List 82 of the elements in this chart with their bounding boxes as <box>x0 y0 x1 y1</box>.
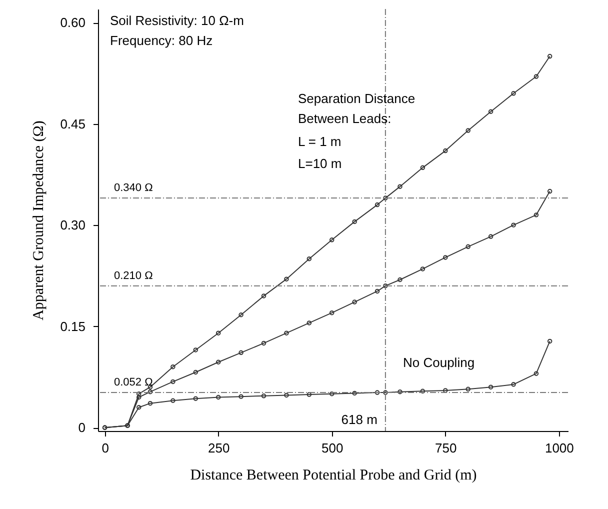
annotation: L=10 m <box>298 156 342 171</box>
x-axis-title: Distance Between Potential Probe and Grid (m) <box>190 468 477 484</box>
point <box>148 389 153 394</box>
point <box>374 390 380 395</box>
point <box>511 222 516 228</box>
ref-line-label: 618 m <box>341 412 378 427</box>
point <box>170 398 176 403</box>
y-tick-label: 0.45 <box>60 116 86 132</box>
point <box>443 255 448 260</box>
point <box>466 244 470 250</box>
ref-line-label: 0.340 Ω <box>114 182 153 194</box>
x-tick-label: 500 <box>322 440 344 456</box>
point <box>306 256 312 262</box>
point <box>466 128 470 133</box>
point <box>284 330 289 336</box>
point <box>352 390 357 396</box>
point <box>420 266 426 272</box>
point <box>398 277 402 282</box>
point <box>148 400 153 406</box>
point <box>136 391 142 396</box>
point <box>534 371 539 376</box>
point <box>216 330 221 336</box>
point <box>374 202 380 208</box>
point <box>216 360 221 364</box>
point <box>306 320 312 326</box>
point <box>193 370 198 375</box>
point <box>136 394 142 400</box>
x-tick-label: 750 <box>435 440 457 456</box>
point <box>443 148 448 154</box>
point <box>443 388 448 393</box>
y-tick-label: 0.30 <box>60 218 86 233</box>
point <box>466 386 470 392</box>
point <box>488 384 494 390</box>
point <box>488 234 494 239</box>
point <box>420 388 426 394</box>
x-tick-label: 1000 <box>544 440 574 456</box>
point <box>352 300 357 304</box>
point <box>261 394 266 398</box>
annotation: Between Leads: <box>298 111 392 126</box>
y-axis-title: Apparent Ground Impedance (Ω) <box>31 120 48 320</box>
point <box>488 109 494 114</box>
point <box>398 389 402 394</box>
point <box>238 394 244 399</box>
point <box>383 196 388 200</box>
point <box>534 212 539 218</box>
point <box>374 288 380 294</box>
point <box>383 390 388 395</box>
point <box>238 312 244 318</box>
point <box>329 238 334 242</box>
point <box>511 91 516 96</box>
point <box>284 392 289 398</box>
ref-line-label: 0.210 Ω <box>114 270 153 282</box>
annotation: Soil Resistivity: 10 Ω-m <box>110 13 244 28</box>
point <box>352 219 357 224</box>
x-tick-label: 250 <box>208 440 230 456</box>
point <box>383 283 388 288</box>
y-tick-label: 0 <box>78 420 86 436</box>
y-tick-label: 0.60 <box>60 15 86 30</box>
point <box>329 310 334 316</box>
point <box>511 382 516 387</box>
point <box>420 165 426 170</box>
point <box>216 394 221 400</box>
point <box>261 340 266 346</box>
point <box>261 294 266 298</box>
point <box>170 379 176 384</box>
point <box>238 350 244 356</box>
point <box>284 276 289 282</box>
x-tick-label: 0 <box>102 440 109 456</box>
annotation: Frequency: 80 Hz <box>110 33 213 48</box>
point <box>170 364 176 370</box>
annotation: Separation Distance <box>298 91 416 106</box>
ref-line-label: 0.052 Ω <box>114 376 153 389</box>
point <box>193 396 198 401</box>
y-tick-label: 0.15 <box>60 318 86 334</box>
point <box>193 348 198 352</box>
point <box>329 391 334 396</box>
point <box>534 74 539 79</box>
annotation: L = 1 m <box>298 134 342 149</box>
annotation: No Coupling <box>403 355 475 370</box>
point <box>398 184 402 189</box>
point <box>136 405 142 410</box>
point <box>306 392 312 397</box>
